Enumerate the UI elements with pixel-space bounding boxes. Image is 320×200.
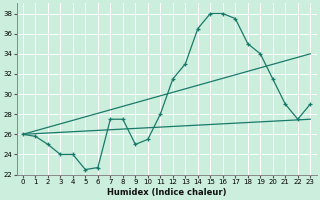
- X-axis label: Humidex (Indice chaleur): Humidex (Indice chaleur): [107, 188, 226, 197]
